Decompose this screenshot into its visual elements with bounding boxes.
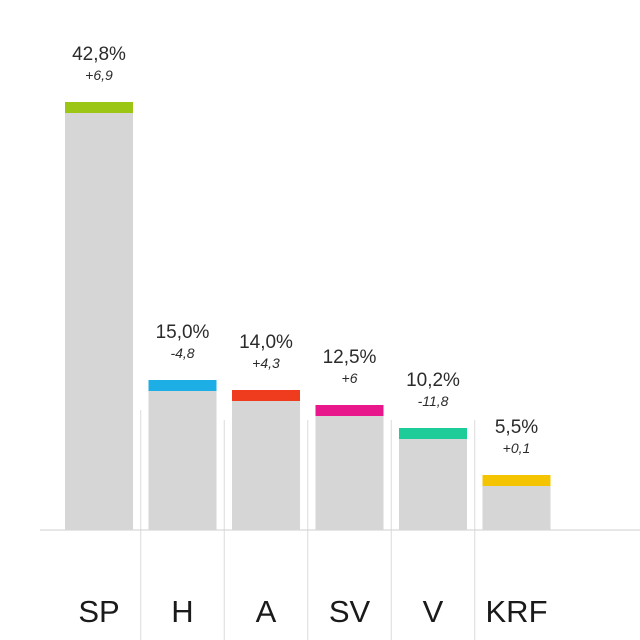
category-label-krf: KRF [486,594,548,629]
change-label-krf: +0,1 [503,440,531,456]
category-label-sp: SP [78,594,119,629]
bar-cap-v [399,428,467,439]
bar-labels: 42,8% +6,9 SP 15,0% -4,8 H 14,0% +4,3 A 12,5% +6 SV… [72,44,547,629]
bar-cap-krf [482,475,551,486]
value-label-h: 15,0% [156,322,210,343]
value-label-krf: 5,5% [495,417,538,438]
category-label-sv: SV [329,594,371,629]
bar-cap-h [148,380,217,391]
bar-cap-sp [65,102,133,113]
change-label-sp: +6,9 [85,67,113,83]
value-label-sp: 42,8% [72,44,126,65]
change-label-sv: +6 [342,370,358,386]
category-label-h: H [171,594,193,629]
change-label-v: -11,8 [418,393,449,409]
bar-sp [65,102,133,530]
bar-sv [315,405,384,530]
bar-a [232,390,300,530]
value-label-v: 10,2% [406,370,460,391]
change-label-h: -4,8 [170,345,194,361]
bar-h [148,380,217,530]
change-label-a: +4,3 [252,355,280,371]
bar-cap-a [232,390,300,401]
bars [65,102,551,530]
value-label-a: 14,0% [239,332,293,353]
value-label-sv: 12,5% [323,347,377,368]
category-label-a: A [256,594,277,629]
category-label-v: V [423,594,444,629]
bar-v [399,428,467,530]
bar-cap-sv [315,405,384,416]
